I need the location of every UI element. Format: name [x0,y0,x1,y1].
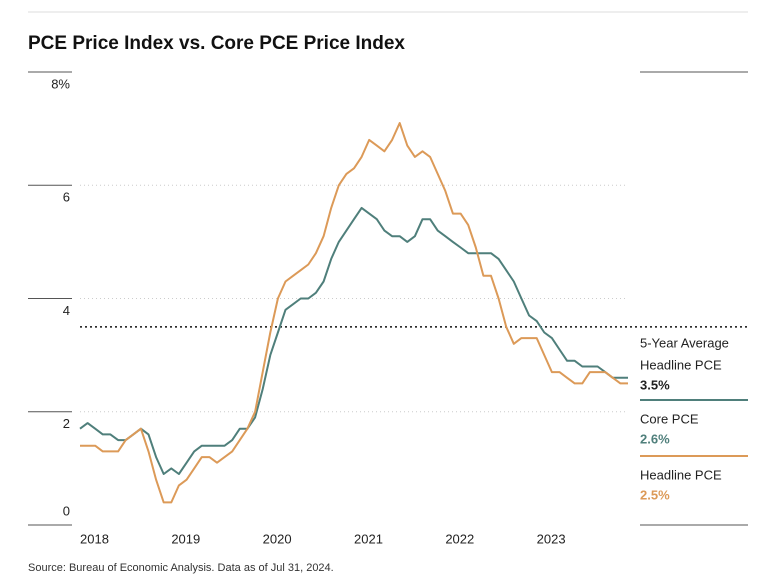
reference-label: Headline PCE [640,357,722,372]
x-tick-label: 2021 [354,531,383,546]
reference-value-label: 3.5% [640,377,670,392]
y-tick-label: 6 [63,190,70,205]
legend-value: 2.6% [640,431,670,446]
x-tick-label: 2020 [263,531,292,546]
series-line [79,206,628,475]
series-line [80,122,628,504]
reference-label: 5-Year Average [640,335,729,350]
y-tick-label: 0 [63,503,70,518]
x-tick-label: 2022 [445,531,474,546]
x-tick-label: 2018 [80,531,109,546]
legend-value: 2.5% [640,487,670,502]
legend-label: Headline PCE [640,467,722,482]
x-tick-label: 2023 [537,531,566,546]
y-tick-label: 2 [63,416,70,431]
x-tick-label: 2019 [171,531,200,546]
y-tick-label: 4 [63,303,70,318]
source-note: Source: Bureau of Economic Analysis. Dat… [28,562,334,574]
legend-label: Core PCE [640,411,699,426]
y-tick-label: 8% [51,76,70,91]
chart-title: PCE Price Index vs. Core PCE Price Index [28,33,405,54]
